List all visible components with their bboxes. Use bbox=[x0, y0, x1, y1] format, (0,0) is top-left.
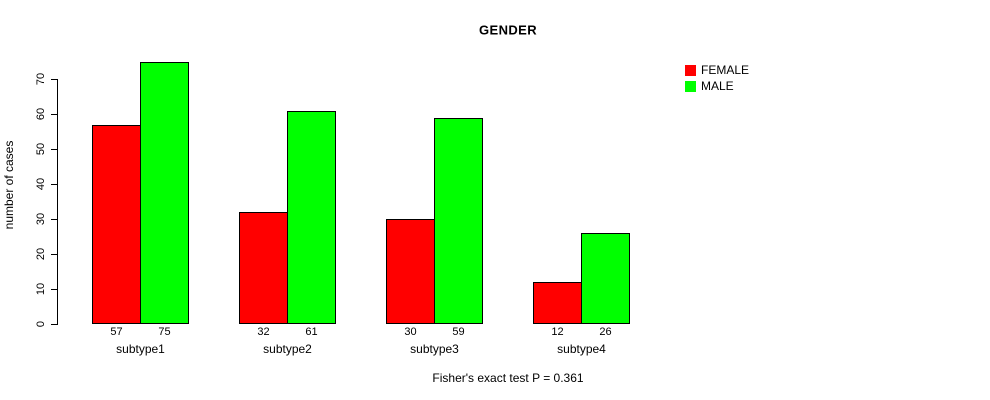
bar-male-subtype2 bbox=[287, 110, 336, 324]
x-category-label: subtype2 bbox=[263, 342, 312, 356]
legend-item-female: FEMALE bbox=[685, 62, 749, 78]
y-axis-tick-label: 40 bbox=[35, 177, 47, 191]
legend-item-male: MALE bbox=[685, 78, 749, 94]
bar-male-subtype1 bbox=[140, 61, 189, 324]
bar-value-label: 61 bbox=[305, 325, 318, 338]
bar-value-label: 26 bbox=[599, 325, 612, 338]
chart-title: GENDER bbox=[478, 22, 538, 38]
bar-value-label: 75 bbox=[158, 325, 171, 338]
bar-male-subtype4 bbox=[581, 233, 630, 324]
bar-female-subtype3 bbox=[386, 219, 435, 324]
y-axis-tick bbox=[51, 288, 57, 290]
annotation-text: Fisher's exact test P = 0.361 bbox=[432, 371, 584, 385]
x-category-label: subtype1 bbox=[116, 342, 165, 356]
y-axis-tick-label: 10 bbox=[35, 282, 47, 296]
y-axis-tick-label: 0 bbox=[35, 320, 47, 328]
legend: FEMALE MALE bbox=[685, 62, 749, 94]
bar-value-label: 12 bbox=[551, 325, 564, 338]
y-axis-tick-label: 30 bbox=[35, 212, 47, 226]
x-category-label: subtype4 bbox=[557, 342, 606, 356]
legend-swatch-male bbox=[685, 80, 696, 92]
bar-value-label: 30 bbox=[404, 325, 417, 338]
y-axis-tick-label: 20 bbox=[35, 247, 47, 261]
y-axis-tick bbox=[51, 218, 57, 220]
bar-female-subtype1 bbox=[92, 124, 141, 324]
bar-value-label: 57 bbox=[110, 325, 123, 338]
y-axis-tick bbox=[51, 253, 57, 255]
bar-value-label: 32 bbox=[257, 325, 270, 338]
legend-label: FEMALE bbox=[701, 63, 750, 77]
y-axis-tick-label: 50 bbox=[35, 142, 47, 156]
y-axis-label: number of cases bbox=[2, 140, 16, 230]
y-axis-tick-label: 60 bbox=[35, 107, 47, 121]
y-axis-tick bbox=[51, 323, 57, 325]
y-axis-tick bbox=[51, 183, 57, 185]
y-axis-tick bbox=[51, 148, 57, 150]
y-axis-line bbox=[57, 79, 58, 325]
legend-label: MALE bbox=[701, 79, 734, 93]
legend-swatch-female bbox=[685, 64, 696, 76]
y-axis-tick bbox=[51, 113, 57, 115]
x-category-label: subtype3 bbox=[410, 342, 459, 356]
bar-value-label: 59 bbox=[452, 325, 465, 338]
y-axis-tick bbox=[51, 78, 57, 80]
y-axis-tick-label: 70 bbox=[35, 72, 47, 86]
bar-female-subtype4 bbox=[533, 282, 582, 324]
bar-female-subtype2 bbox=[239, 212, 288, 324]
bar-male-subtype3 bbox=[434, 117, 483, 324]
